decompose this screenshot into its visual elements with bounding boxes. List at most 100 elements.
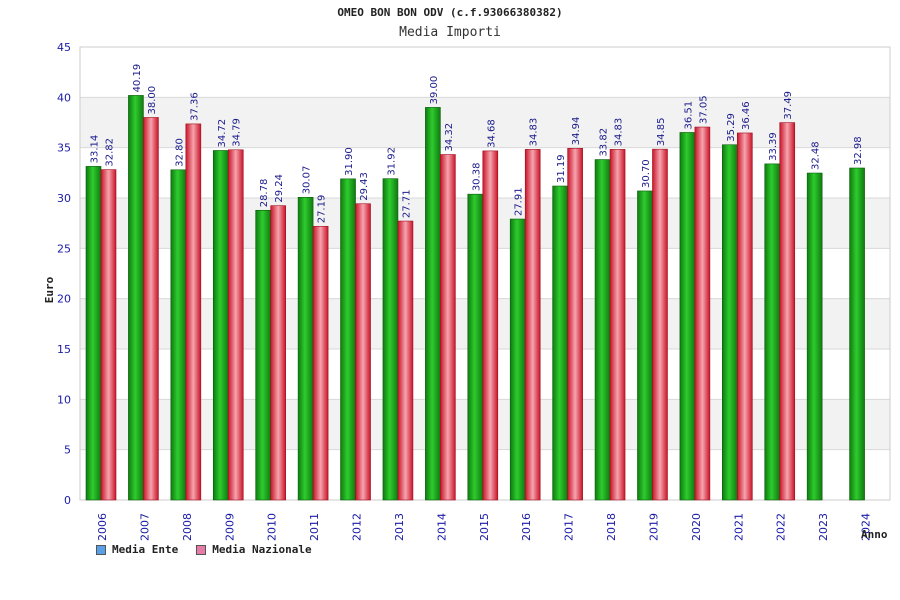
y-tick-label: 45 xyxy=(57,41,71,54)
y-tick-label: 25 xyxy=(57,242,71,255)
bar-nazionale xyxy=(227,149,244,501)
x-tick-label: 2009 xyxy=(223,513,236,541)
data-label: 32.98 xyxy=(853,136,864,165)
bar-nazionale xyxy=(185,123,202,501)
x-tick-label: 2015 xyxy=(478,513,491,541)
data-label: 30.38 xyxy=(471,163,482,192)
bar-nazionale xyxy=(312,225,329,501)
bar-ente xyxy=(509,218,526,501)
x-tick-label: 2011 xyxy=(308,513,321,541)
bar-ente xyxy=(340,178,356,501)
data-label: 28.78 xyxy=(259,179,270,208)
data-label: 34.72 xyxy=(217,119,228,148)
bar-ente xyxy=(552,185,568,501)
bar-nazionale xyxy=(482,150,499,501)
x-tick-label: 2024 xyxy=(860,513,873,541)
data-label: 30.70 xyxy=(641,159,652,188)
bar-ente xyxy=(170,169,187,501)
data-label: 33.14 xyxy=(90,135,101,164)
bar-ente xyxy=(212,150,229,501)
x-tick-label: 2017 xyxy=(563,513,576,541)
data-label: 39.00 xyxy=(429,76,440,105)
data-label: 37.36 xyxy=(189,92,200,121)
bar-nazionale xyxy=(694,126,711,501)
data-label: 30.07 xyxy=(302,166,313,195)
data-labels-layer: 33.14 32.82 40.19 38.00 32.80 37.36 34.72 34.79… xyxy=(90,64,865,224)
bar-nazionale xyxy=(270,205,286,501)
bar-nazionale xyxy=(524,149,541,501)
bar-ente xyxy=(722,144,738,501)
data-label: 33.39 xyxy=(768,132,779,161)
chart-title: OMEO BON BON ODV (c.f.93066380382) xyxy=(337,6,563,19)
y-tick-label: 30 xyxy=(57,192,71,205)
data-label: 33.82 xyxy=(599,128,610,157)
y-tick-label: 0 xyxy=(64,494,71,507)
data-label: 29.43 xyxy=(359,172,370,201)
bar-nazionale xyxy=(737,132,753,501)
bar-ente xyxy=(637,190,653,501)
x-tick-label: 2023 xyxy=(817,513,830,541)
x-axis-ticks: 2006 2007 2008 2009 2010 2011 2012 2013 2014 2015… xyxy=(96,513,873,541)
data-label: 32.80 xyxy=(174,138,185,167)
data-label: 31.92 xyxy=(386,147,397,176)
data-label: 29.24 xyxy=(274,174,285,203)
x-tick-label: 2022 xyxy=(775,513,788,541)
y-axis-title: Euro xyxy=(43,276,56,303)
grid-band xyxy=(80,47,890,98)
legend-swatch-nazionale xyxy=(196,544,207,555)
x-tick-label: 2018 xyxy=(605,513,618,541)
y-tick-label: 40 xyxy=(57,91,71,104)
bar-ente xyxy=(425,107,441,501)
legend-item-nazionale: Media Nazionale xyxy=(196,543,312,556)
x-axis-title: Anno xyxy=(861,528,888,541)
x-tick-label: 2016 xyxy=(520,513,533,541)
x-tick-label: 2020 xyxy=(690,513,703,541)
chart-subtitle: Media Importi xyxy=(399,25,501,40)
bar-ente xyxy=(297,196,314,501)
grid-band xyxy=(80,97,890,148)
data-label: 34.79 xyxy=(232,118,243,147)
bar-ente xyxy=(764,163,781,501)
bar-ente xyxy=(255,209,271,501)
bar-ente xyxy=(85,166,102,501)
y-tick-label: 10 xyxy=(57,393,71,406)
x-tick-label: 2012 xyxy=(351,513,364,541)
legend-label-ente: Media Ente xyxy=(112,543,179,556)
bar-nazionale xyxy=(100,169,117,501)
data-label: 31.19 xyxy=(556,154,567,183)
data-label: 37.05 xyxy=(698,95,709,124)
data-label: 37.49 xyxy=(783,91,794,120)
data-label: 38.00 xyxy=(147,86,158,115)
x-tick-label: 2008 xyxy=(181,513,194,541)
bar-nazionale xyxy=(609,149,626,501)
y-tick-label: 35 xyxy=(57,142,71,155)
bar-ente xyxy=(679,132,696,501)
legend-label-nazionale: Media Nazionale xyxy=(212,543,312,556)
data-label: 35.29 xyxy=(726,113,737,142)
bar-nazionale xyxy=(355,203,371,501)
bar-ente xyxy=(467,193,484,501)
data-label: 36.46 xyxy=(741,101,752,130)
data-label: 34.32 xyxy=(444,123,455,152)
data-label: 40.19 xyxy=(132,64,143,93)
bar-nazionale xyxy=(397,220,414,501)
bar-nazionale xyxy=(567,147,583,501)
bar-ente xyxy=(382,178,399,501)
x-tick-label: 2006 xyxy=(96,513,109,541)
bar-nazionale xyxy=(779,122,796,501)
y-tick-label: 20 xyxy=(57,293,71,306)
x-tick-label: 2013 xyxy=(393,513,406,541)
data-label: 34.85 xyxy=(656,118,667,147)
y-axis-ticks: 0 5 10 15 20 25 30 35 40 45 xyxy=(57,41,71,507)
data-label: 34.94 xyxy=(571,117,582,146)
data-label: 36.51 xyxy=(683,101,694,130)
x-tick-label: 2007 xyxy=(138,513,151,541)
x-tick-label: 2021 xyxy=(732,513,745,541)
bar-nazionale xyxy=(440,154,456,501)
data-label: 32.48 xyxy=(811,141,822,170)
x-tick-label: 2010 xyxy=(266,513,279,541)
x-tick-label: 2019 xyxy=(647,513,660,541)
x-tick-label: 2014 xyxy=(435,513,448,541)
y-tick-label: 15 xyxy=(57,343,71,356)
